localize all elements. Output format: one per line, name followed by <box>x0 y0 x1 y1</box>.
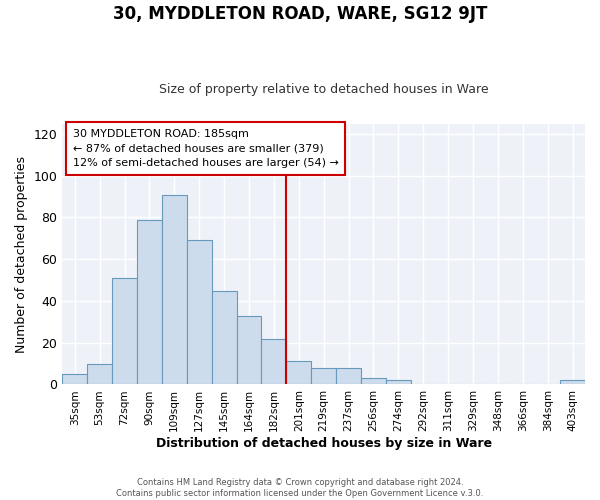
Y-axis label: Number of detached properties: Number of detached properties <box>15 156 28 352</box>
Bar <box>87 364 112 384</box>
Bar <box>361 378 386 384</box>
Bar <box>262 338 286 384</box>
Bar <box>137 220 162 384</box>
Text: Contains HM Land Registry data © Crown copyright and database right 2024.
Contai: Contains HM Land Registry data © Crown c… <box>116 478 484 498</box>
X-axis label: Distribution of detached houses by size in Ware: Distribution of detached houses by size … <box>155 437 492 450</box>
Title: Size of property relative to detached houses in Ware: Size of property relative to detached ho… <box>159 83 488 96</box>
Bar <box>286 362 311 384</box>
Bar <box>187 240 212 384</box>
Bar <box>212 290 236 384</box>
Bar <box>112 278 137 384</box>
Text: 30 MYDDLETON ROAD: 185sqm
← 87% of detached houses are smaller (379)
12% of semi: 30 MYDDLETON ROAD: 185sqm ← 87% of detac… <box>73 129 338 168</box>
Bar <box>311 368 336 384</box>
Bar <box>162 194 187 384</box>
Text: 30, MYDDLETON ROAD, WARE, SG12 9JT: 30, MYDDLETON ROAD, WARE, SG12 9JT <box>113 5 487 23</box>
Bar <box>336 368 361 384</box>
Bar <box>386 380 411 384</box>
Bar <box>236 316 262 384</box>
Bar <box>560 380 585 384</box>
Bar <box>62 374 87 384</box>
